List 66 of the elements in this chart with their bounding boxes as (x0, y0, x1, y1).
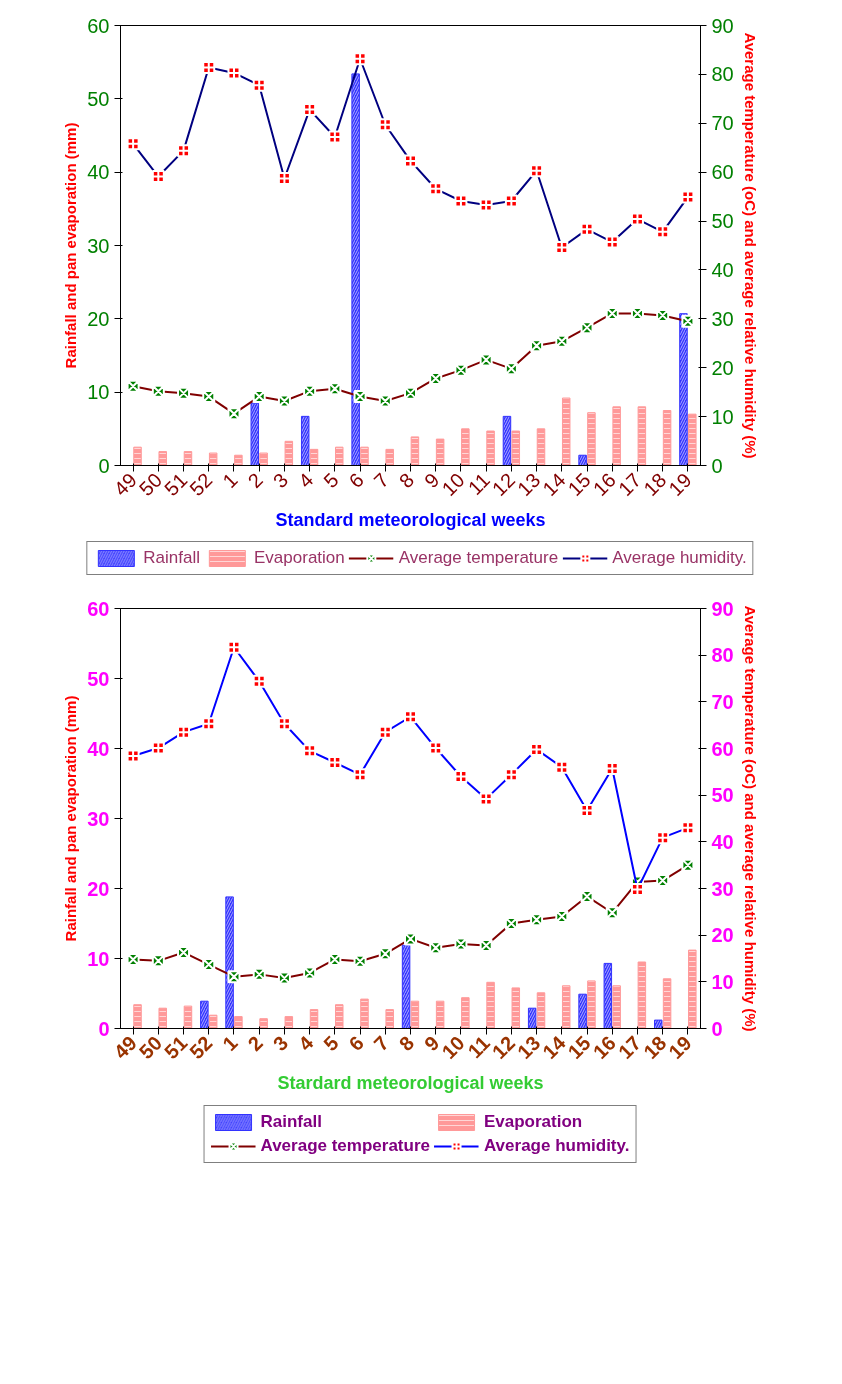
legend-label: Evaporation (254, 548, 345, 568)
y-tick-label: 10 (87, 947, 110, 970)
x-tick-label: 2 (243, 468, 267, 493)
y2-tick-label: 10 (711, 405, 734, 428)
legend-label: Average temperature (260, 1135, 430, 1156)
x-tick-label: 18 (639, 1031, 671, 1064)
y2-tick-label: 70 (711, 112, 734, 135)
x-tick-label: 5 (319, 468, 343, 493)
legend-label: Average humidity. (483, 1135, 630, 1156)
y2-tick-label: 30 (711, 307, 734, 330)
y-tick-label: 0 (98, 454, 110, 477)
y2-axis-title: Average temperature (oC) and average relative humidity (%) (741, 32, 759, 459)
y2-tick-label: 70 (711, 690, 734, 713)
x-tick-label: 4 (293, 1031, 319, 1056)
x-tick-label: 6 (344, 468, 368, 493)
x-axis-title: Standard meteorological weeks (275, 510, 546, 531)
y2-tick-label: 20 (711, 924, 734, 947)
legend-label: Average humidity. (612, 548, 747, 568)
x-tick-label: 1 (218, 468, 242, 493)
y2-tick-label: 40 (711, 258, 734, 281)
y2-tick-label: 90 (711, 14, 734, 37)
x-tick-label: 6 (344, 1031, 368, 1056)
legend-label: Rainfall (143, 548, 201, 568)
y-tick-label: 10 (87, 381, 110, 404)
y-tick-label: 50 (87, 87, 110, 110)
y-tick-label: 30 (87, 234, 110, 257)
y2-tick-label: 50 (711, 784, 734, 807)
x-tick-label: 1 (218, 1031, 242, 1056)
legend-label: Evaporation (483, 1111, 583, 1132)
x-tick-label: 3 (268, 468, 293, 493)
y-tick-label: 40 (87, 737, 110, 760)
x-tick-label: 7 (369, 468, 394, 493)
x-axis-title: Stardard meteorological weeks (277, 1073, 544, 1094)
y-tick-label: 30 (87, 807, 110, 830)
y-tick-label: 60 (87, 14, 110, 37)
y2-tick-label: 60 (711, 737, 734, 760)
y-axis-title: Rainfall and pan evaporation (mm) (62, 122, 80, 369)
y2-tick-label: 0 (711, 1017, 723, 1040)
y2-tick-label: 20 (711, 356, 734, 379)
x-tick-label: 8 (394, 1031, 419, 1056)
y2-tick-label: 10 (711, 970, 734, 993)
y-tick-label: 20 (87, 307, 110, 330)
y2-axis-title: Average temperature (oC) and average relative humidity (%) (741, 605, 759, 1032)
x-tick-label: 2 (243, 1031, 267, 1056)
y-tick-label: 20 (87, 877, 110, 900)
y-tick-label: 0 (98, 1017, 110, 1040)
y2-tick-label: 0 (711, 454, 723, 477)
y-tick-label: 60 (87, 597, 110, 620)
legend-label: Average temperature (398, 548, 559, 568)
y2-tick-label: 80 (711, 63, 734, 86)
x-tick-label: 18 (639, 468, 671, 501)
y2-tick-label: 80 (711, 644, 734, 667)
y-tick-label: 50 (87, 667, 110, 690)
x-tick-label: 7 (369, 1031, 394, 1056)
y2-tick-label: 40 (711, 830, 734, 853)
y2-tick-label: 90 (711, 597, 734, 620)
y2-tick-label: 60 (711, 161, 734, 184)
y2-tick-label: 50 (711, 210, 734, 233)
y-axis-title: Rainfall and pan evaporation (mm) (62, 695, 80, 942)
x-tick-label: 5 (319, 1031, 343, 1056)
x-tick-label: 4 (293, 468, 318, 493)
x-tick-label: 8 (394, 468, 419, 493)
x-tick-label: 3 (268, 1031, 293, 1056)
y-tick-label: 40 (87, 161, 110, 184)
y2-tick-label: 30 (711, 877, 734, 900)
legend-label: Rainfall (260, 1111, 322, 1132)
